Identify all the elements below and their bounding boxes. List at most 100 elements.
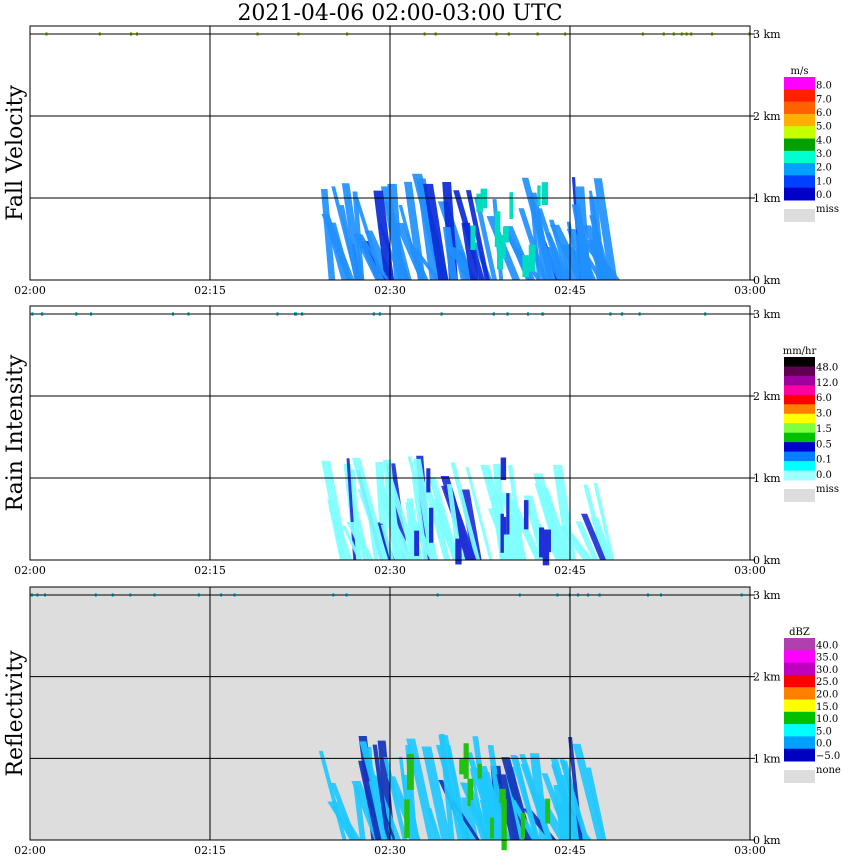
panel-title: Rain Intensity [3, 354, 28, 511]
plot-frame [29, 305, 751, 561]
legend-swatch [784, 432, 815, 443]
echo-core [502, 226, 509, 243]
legend-swatch [784, 113, 815, 127]
legend-label: 0.5 [816, 439, 832, 450]
echo-streak [431, 498, 461, 560]
echo-streak [521, 177, 556, 280]
echo-streak [575, 521, 599, 560]
y-tick-label: 1 km [753, 472, 781, 485]
echo-streak [548, 219, 572, 280]
echo-streak [346, 521, 374, 560]
echo-core [426, 468, 431, 493]
echo-core [541, 182, 548, 206]
y-tick-label: 0 km [753, 274, 781, 287]
legend-label: 0.0 [816, 739, 832, 750]
echo-streak [421, 746, 452, 840]
echo-streak [505, 776, 522, 840]
echo-streak [404, 181, 426, 280]
page-title: 2021-04-06 02:00-03:00 UTC [237, 1, 563, 26]
legend-swatch [784, 451, 815, 462]
legend-miss-swatch [784, 770, 815, 783]
echo-streak [549, 224, 587, 280]
legend-swatch [784, 650, 815, 664]
legend-swatch [784, 461, 815, 472]
echo-core [477, 763, 482, 779]
legend-label: 10.0 [816, 714, 838, 725]
legend-swatch [784, 423, 815, 434]
legend-label: 20.0 [816, 690, 838, 701]
legend-swatch [784, 674, 815, 688]
legend-swatch [784, 150, 815, 164]
echo-core [476, 193, 484, 212]
x-tick-label: 02:30 [374, 284, 406, 297]
echo-streak [553, 784, 570, 840]
echo-core [490, 817, 495, 839]
plot-frame [29, 25, 751, 281]
legend-miss-label: miss [816, 484, 839, 495]
legend-swatch [784, 404, 815, 415]
legend-label: 5.0 [816, 726, 832, 737]
legend-swatch [784, 138, 815, 152]
legend-label: 12.0 [816, 378, 838, 389]
x-tick-label: 02:30 [374, 844, 406, 857]
echo-core [523, 500, 529, 530]
legend-swatch [784, 385, 815, 396]
echo-streak [358, 760, 382, 840]
y-tick-label: 3 km [753, 308, 781, 321]
y-tick-label: 1 km [753, 192, 781, 205]
legend-swatch [784, 470, 815, 481]
legend-swatch [784, 748, 815, 762]
legend-swatch [784, 736, 815, 750]
legend-label: 1.5 [816, 424, 832, 435]
y-tick-label: 1 km [753, 752, 781, 765]
echo-streak [398, 204, 422, 280]
legend-unit: mm/hr [783, 346, 817, 357]
legend-label: 7.0 [816, 94, 832, 105]
echo-streak [341, 183, 364, 280]
legend-label: 1.0 [816, 176, 832, 187]
y-tick-label: 2 km [753, 110, 781, 123]
legend-label: 3.0 [816, 409, 832, 420]
echo-core [414, 530, 420, 556]
panel-2: 0 km 1 km 2 km 3 km 02:00 02:15 02:30 02:45 03:0… [3, 305, 839, 577]
legend-label: 0.0 [816, 190, 832, 201]
x-tick-label: 02:15 [194, 844, 226, 857]
echo-core [455, 538, 462, 565]
echo-field [321, 455, 615, 566]
echo-core [467, 778, 474, 800]
legend-label: 5.0 [816, 122, 832, 133]
echo-streak [328, 509, 353, 560]
legend-miss-swatch [784, 209, 815, 222]
echo-core [528, 244, 536, 272]
x-tick-label: 02:15 [194, 564, 226, 577]
legend-label: 15.0 [816, 702, 838, 713]
y-tick-label: 3 km [753, 28, 781, 41]
legend-miss-label: none [816, 765, 841, 776]
echo-core [539, 527, 545, 558]
x-tick-label: 02:00 [14, 844, 46, 857]
x-tick-label: 02:15 [194, 284, 226, 297]
echo-core [500, 516, 507, 535]
echo-streak [450, 462, 481, 560]
echo-core [404, 799, 410, 839]
echo-streak [461, 222, 479, 280]
legend-swatch [784, 187, 815, 201]
legend-miss-swatch [784, 489, 815, 502]
y-tick-label: 0 km [753, 554, 781, 567]
panel-title: Fall Velocity [3, 85, 28, 221]
echo-streak [533, 473, 567, 560]
echo-streak [474, 197, 498, 280]
panel-3: 0 km 1 km 2 km 3 km 02:00 02:15 02:30 02:45 03:0… [3, 586, 841, 857]
echo-core [499, 788, 506, 804]
x-tick-label: 03:00 [734, 284, 766, 297]
legend-swatch [784, 724, 815, 737]
legend-swatch [784, 413, 815, 424]
panel-1: 0 km 1 km 2 km 3 km 02:00 02:15 02:30 02:45 03:0… [3, 25, 839, 297]
echo-streak [586, 767, 607, 840]
x-tick-label: 02:45 [554, 284, 586, 297]
echo-streak [568, 533, 593, 560]
legend-label: 8.0 [816, 81, 832, 92]
echo-core [494, 211, 501, 247]
legend-swatch [784, 163, 815, 176]
echo-core [522, 255, 529, 278]
